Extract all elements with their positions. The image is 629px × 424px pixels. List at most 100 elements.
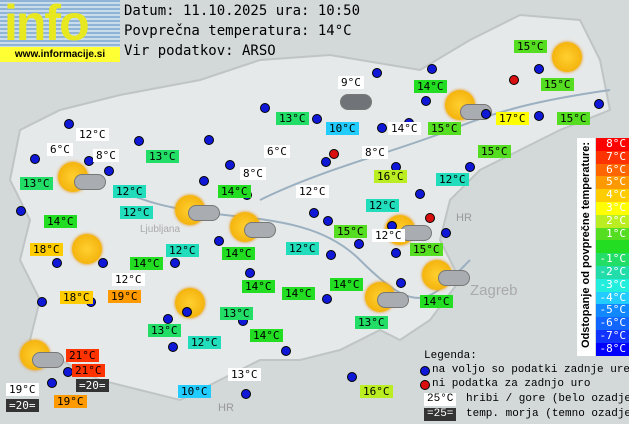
temp-label[interactable]: 12°C — [166, 244, 199, 257]
temp-label[interactable]: 8°C — [240, 167, 266, 180]
temp-label[interactable]: 21°C — [72, 364, 105, 377]
station-dot[interactable] — [225, 160, 235, 170]
temp-label[interactable]: 19°C — [108, 290, 141, 303]
temp-label[interactable]: 15°C — [478, 145, 511, 158]
temp-label[interactable]: =20= — [76, 379, 109, 392]
station-dot[interactable] — [16, 206, 26, 216]
station-dot[interactable] — [415, 189, 425, 199]
station-dot[interactable] — [281, 346, 291, 356]
station-dot[interactable] — [170, 258, 180, 268]
station-dot-missing[interactable] — [425, 213, 435, 223]
station-dot[interactable] — [354, 239, 364, 249]
temp-label[interactable]: 14°C — [414, 80, 447, 93]
station-dot[interactable] — [245, 268, 255, 278]
station-dot[interactable] — [52, 258, 62, 268]
temp-label[interactable]: 14°C — [44, 215, 77, 228]
station-dot[interactable] — [64, 119, 74, 129]
station-dot[interactable] — [163, 314, 173, 324]
temp-label[interactable]: 8°C — [362, 146, 388, 159]
temp-label[interactable]: 14°C — [330, 278, 363, 291]
temp-label[interactable]: 13°C — [276, 112, 309, 125]
station-dot[interactable] — [347, 372, 357, 382]
temp-label[interactable]: 10°C — [178, 385, 211, 398]
temp-label[interactable]: 12°C — [112, 273, 145, 286]
temp-label[interactable]: 18°C — [30, 243, 63, 256]
station-dot[interactable] — [309, 208, 319, 218]
temp-label[interactable]: 14°C — [218, 185, 251, 198]
station-dot-missing[interactable] — [329, 149, 339, 159]
temp-label[interactable]: 12°C — [372, 229, 405, 242]
logo-url[interactable]: www.informacije.si — [0, 47, 120, 62]
temp-label[interactable]: 15°C — [514, 40, 547, 53]
temp-label[interactable]: 12°C — [188, 336, 221, 349]
station-dot[interactable] — [594, 99, 604, 109]
temp-label[interactable]: 18°C — [60, 291, 93, 304]
station-dot[interactable] — [322, 294, 332, 304]
temp-label[interactable]: 16°C — [360, 385, 393, 398]
station-dot[interactable] — [47, 378, 57, 388]
temp-label[interactable]: 13°C — [220, 307, 253, 320]
station-dot[interactable] — [465, 162, 475, 172]
temp-label[interactable]: =20= — [6, 399, 39, 412]
station-dot[interactable] — [199, 176, 209, 186]
station-dot[interactable] — [37, 297, 47, 307]
station-dot[interactable] — [534, 111, 544, 121]
station-dot[interactable] — [427, 64, 437, 74]
temp-label[interactable]: 15°C — [541, 78, 574, 91]
station-dot[interactable] — [98, 258, 108, 268]
temp-label[interactable]: 12°C — [436, 173, 469, 186]
station-dot[interactable] — [372, 68, 382, 78]
station-dot[interactable] — [168, 342, 178, 352]
temp-label[interactable]: 12°C — [76, 128, 109, 141]
temp-label[interactable]: 13°C — [148, 324, 181, 337]
station-dot[interactable] — [182, 307, 192, 317]
temp-label[interactable]: 13°C — [228, 368, 261, 381]
temp-label[interactable]: 13°C — [146, 150, 179, 163]
logo[interactable]: info www.informacije.si — [0, 0, 120, 62]
temp-label[interactable]: 19°C — [6, 383, 39, 396]
station-dot[interactable] — [260, 103, 270, 113]
temp-label[interactable]: 12°C — [296, 185, 329, 198]
station-dot[interactable] — [391, 248, 401, 258]
temp-label[interactable]: 12°C — [286, 242, 319, 255]
station-dot[interactable] — [104, 166, 114, 176]
temp-label[interactable]: 14°C — [282, 287, 315, 300]
station-dot[interactable] — [534, 64, 544, 74]
station-dot[interactable] — [241, 389, 251, 399]
station-dot[interactable] — [481, 109, 491, 119]
temp-label[interactable]: 14°C — [242, 280, 275, 293]
station-dot[interactable] — [204, 135, 214, 145]
station-dot[interactable] — [134, 136, 144, 146]
station-dot-missing[interactable] — [509, 75, 519, 85]
temp-label[interactable]: 14°C — [388, 122, 421, 135]
station-dot[interactable] — [441, 228, 451, 238]
station-dot[interactable] — [377, 123, 387, 133]
temp-label[interactable]: 13°C — [355, 316, 388, 329]
temp-label[interactable]: 15°C — [557, 112, 590, 125]
temp-label[interactable]: 12°C — [113, 185, 146, 198]
station-dot[interactable] — [312, 114, 322, 124]
temp-label[interactable]: 15°C — [410, 243, 443, 256]
station-dot[interactable] — [214, 236, 224, 246]
station-dot[interactable] — [321, 157, 331, 167]
temp-label[interactable]: 14°C — [130, 257, 163, 270]
temp-label[interactable]: 10°C — [326, 122, 359, 135]
temp-label[interactable]: 15°C — [428, 122, 461, 135]
station-dot[interactable] — [326, 250, 336, 260]
temp-label[interactable]: 19°C — [54, 395, 87, 408]
temp-label[interactable]: 17°C — [496, 112, 529, 125]
station-dot[interactable] — [421, 96, 431, 106]
temp-label[interactable]: 12°C — [366, 199, 399, 212]
station-dot[interactable] — [396, 278, 406, 288]
station-dot[interactable] — [30, 154, 40, 164]
temp-label[interactable]: 14°C — [250, 329, 283, 342]
temp-label[interactable]: 6°C — [264, 145, 290, 158]
temp-label[interactable]: 21°C — [66, 349, 99, 362]
temp-label[interactable]: 14°C — [222, 247, 255, 260]
temp-label[interactable]: 14°C — [420, 295, 453, 308]
temp-label[interactable]: 15°C — [334, 225, 367, 238]
temp-label[interactable]: 8°C — [93, 149, 119, 162]
temp-label[interactable]: 9°C — [338, 76, 364, 89]
temp-label[interactable]: 6°C — [47, 143, 73, 156]
temp-label[interactable]: 13°C — [20, 177, 53, 190]
